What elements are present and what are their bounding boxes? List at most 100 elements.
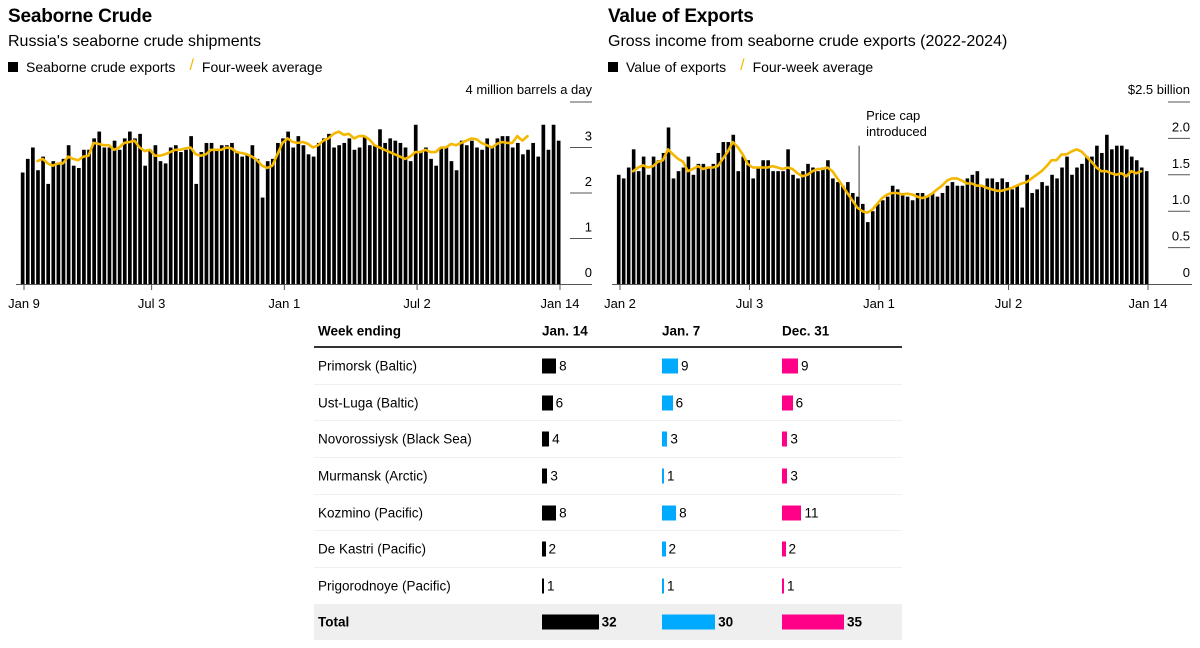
- bar: [1010, 189, 1015, 284]
- x-tick-label: Jan 2: [604, 296, 636, 311]
- bar: [439, 147, 444, 284]
- value-bar: [542, 358, 557, 374]
- bar: [1030, 193, 1034, 284]
- bar: [676, 171, 681, 284]
- bar: [449, 161, 454, 284]
- value-cell: 32: [542, 614, 617, 630]
- bar: [1124, 149, 1129, 284]
- bar: [230, 142, 234, 284]
- bar: [102, 147, 107, 284]
- bar: [1050, 174, 1054, 284]
- bar: [434, 165, 438, 284]
- seaborne-crude-chart: Jan 9 Jul 3 Jan 1 Jul 2 Jan 14 0 1 2 3 4 million …: [8, 82, 592, 311]
- table-row: De Kastri (Pacific) 2 2 2: [314, 531, 902, 569]
- bar: [36, 170, 40, 284]
- bar: [1110, 149, 1114, 284]
- value-bar: [542, 505, 557, 521]
- value-label: 4: [552, 431, 560, 447]
- table-row: Primorsk (Baltic) 8 9 9: [314, 348, 902, 385]
- value-cell: 2: [662, 541, 676, 557]
- bar: [935, 196, 940, 284]
- bar: [184, 149, 188, 284]
- table-row: Murmansk (Arctic) 3 1 3: [314, 458, 902, 495]
- bar: [148, 149, 153, 284]
- bar: [510, 147, 515, 284]
- bar: [836, 182, 840, 284]
- bar: [209, 142, 214, 284]
- bar: [71, 165, 76, 284]
- bar: [905, 196, 910, 284]
- row-label: Murmansk (Arctic): [318, 468, 428, 484]
- value-cell: 3: [542, 468, 558, 484]
- x-tick-label: Jan 14: [1128, 296, 1167, 311]
- header-week-ending: Week ending: [318, 323, 402, 338]
- bar: [546, 149, 551, 284]
- value-bar: [662, 505, 677, 521]
- value-bar: [782, 541, 786, 557]
- bar: [459, 140, 464, 284]
- value-label: 3: [790, 431, 798, 447]
- bar: [117, 149, 122, 284]
- value-bar: [782, 468, 788, 484]
- bar: [531, 142, 535, 284]
- y-tick-label: 0.5: [1172, 229, 1190, 244]
- value-label: 35: [847, 614, 863, 630]
- bar: [61, 158, 66, 285]
- table-row: Novorossiysk (Black Sea) 4 3 3: [314, 421, 902, 459]
- table-row: Kozmino (Pacific) 8 8 11: [314, 495, 902, 532]
- bar: [1025, 174, 1029, 284]
- bar: [860, 203, 865, 284]
- bar: [646, 174, 651, 284]
- bar: [940, 193, 945, 284]
- value-bar: [542, 578, 544, 594]
- row-label: Kozmino (Pacific): [318, 505, 424, 521]
- y-tick-label: 2.0: [1172, 119, 1190, 134]
- bar: [851, 193, 855, 284]
- bar: [1035, 189, 1039, 284]
- bar: [424, 147, 428, 284]
- bar: [551, 124, 556, 284]
- bar: [1100, 152, 1104, 284]
- bar: [1065, 156, 1069, 284]
- bar: [393, 140, 398, 284]
- value-label: 3: [550, 468, 558, 484]
- value-of-exports-chart: Jan 2 Jul 3 Jan 1 Jul 2 Jan 14 0 0.5 1.0 1.5 2.0 $…: [604, 82, 1192, 311]
- value-bar: [782, 395, 793, 411]
- bar: [475, 147, 479, 284]
- value-label: 6: [795, 395, 804, 411]
- y-tick-label: 3: [585, 129, 592, 144]
- bar: [373, 145, 377, 284]
- row-label: Primorsk (Baltic): [318, 358, 418, 374]
- value-bar: [782, 358, 798, 374]
- table-header: Week ending Jan. 14 Jan. 7 Dec. 31: [314, 315, 902, 348]
- bar: [980, 185, 985, 284]
- bar: [286, 131, 290, 284]
- bar: [291, 147, 296, 284]
- value-bar: [662, 395, 673, 411]
- bar: [1070, 174, 1074, 284]
- value-label: 1: [787, 578, 795, 594]
- bar: [383, 142, 387, 284]
- bar: [1090, 156, 1094, 284]
- table-row: Ust-Luga (Baltic) 6 6 6: [314, 385, 902, 422]
- bar: [444, 147, 449, 284]
- bar: [746, 160, 751, 284]
- annotation-text: Price cap: [866, 108, 920, 123]
- value-label: 1: [547, 578, 555, 594]
- bar: [626, 167, 631, 284]
- bar: [76, 167, 81, 284]
- bar: [31, 147, 35, 284]
- bar: [92, 138, 96, 284]
- bar: [413, 124, 418, 284]
- bar: [250, 145, 255, 284]
- value-label: 2: [548, 541, 557, 557]
- bar: [347, 138, 352, 284]
- bar: [20, 172, 25, 284]
- bar: [204, 142, 209, 284]
- bar: [1075, 167, 1079, 284]
- bar: [841, 185, 845, 284]
- four-week-average-line: [36, 130, 529, 170]
- chart-legend: Seaborne crude exports / Four-week avera…: [8, 57, 323, 76]
- bar: [701, 163, 706, 284]
- x-tick-label: Jan 1: [268, 296, 300, 311]
